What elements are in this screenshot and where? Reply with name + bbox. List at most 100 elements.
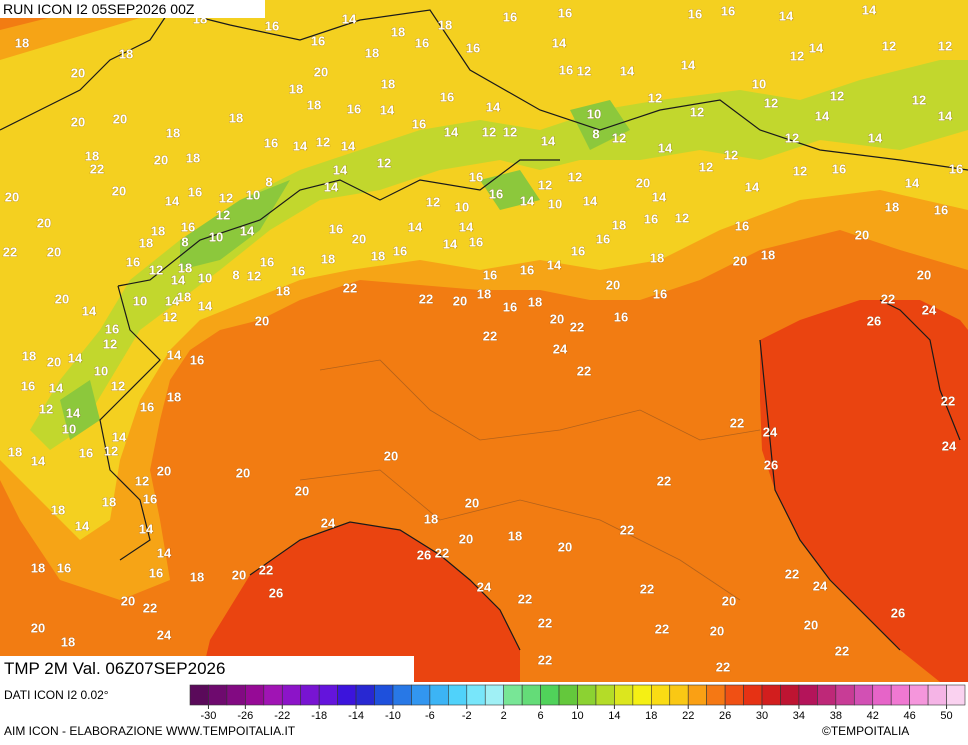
temperature-label: 22 (90, 161, 104, 176)
temperature-label: 18 (371, 248, 385, 263)
temperature-label: 16 (653, 286, 667, 301)
temperature-label: 10 (246, 187, 260, 202)
temperature-label: 20 (295, 483, 309, 498)
temperature-label: 22 (3, 244, 17, 259)
temperature-label: 12 (538, 177, 552, 192)
temperature-label: 20 (636, 175, 650, 190)
temperature-label: 12 (135, 473, 149, 488)
temperature-label: 14 (552, 35, 567, 50)
temperature-label: 16 (571, 243, 585, 258)
temperature-label: 20 (352, 231, 366, 246)
temperature-label: 14 (82, 303, 97, 318)
temperature-label: 22 (730, 415, 744, 430)
temperature-label: 16 (412, 116, 426, 131)
temperature-label: 16 (688, 6, 702, 21)
temperature-label: 20 (47, 354, 61, 369)
temperature-label: 24 (157, 627, 172, 642)
temperature-label: 14 (658, 140, 673, 155)
temperature-label: 12 (912, 92, 926, 107)
temperature-label: 18 (15, 35, 29, 50)
temperature-label: 16 (503, 9, 517, 24)
colorbar-tick-label: -22 (274, 710, 290, 722)
colorbar-swatch (669, 684, 689, 706)
colorbar-swatch (189, 684, 209, 706)
temperature-label: 18 (178, 260, 192, 275)
temperature-label: 10 (62, 421, 76, 436)
colorbar-swatch (798, 684, 818, 706)
temperature-label: 14 (547, 257, 562, 272)
colorbar-tick-label: 50 (940, 710, 952, 722)
colorbar-swatch (651, 684, 671, 706)
temperature-label: 12 (764, 95, 778, 110)
temperature-label: 16 (188, 184, 202, 199)
temperature-label: 14 (240, 223, 255, 238)
colorbar-swatch (300, 684, 320, 706)
temperature-label: 18 (166, 125, 180, 140)
data-source: DATI ICON I2 0.02° (4, 688, 109, 702)
temperature-label: 14 (520, 193, 535, 208)
temperature-label: 14 (868, 130, 883, 145)
temperature-label: 22 (538, 652, 552, 667)
temperature-label: 8 (181, 234, 188, 249)
temperature-label: 12 (830, 88, 844, 103)
temperature-label: 20 (31, 620, 45, 635)
temperature-label: 22 (785, 566, 799, 581)
temperature-label: 26 (269, 585, 283, 600)
temperature-label: 16 (469, 234, 483, 249)
temperature-label: 12 (163, 309, 177, 324)
temperature-label: 18 (528, 294, 542, 309)
temperature-label: 18 (151, 223, 165, 238)
colorbar-swatch (521, 684, 541, 706)
colorbar-tick-label: 46 (904, 710, 916, 722)
temperature-label: 14 (809, 40, 824, 55)
temperature-label: 14 (815, 108, 830, 123)
temperature-label: 20 (722, 593, 736, 608)
temperature-label: 16 (149, 565, 163, 580)
copyright: ©TEMPOITALIA (822, 724, 910, 738)
temperature-label: 20 (465, 495, 479, 510)
colorbar-swatch (263, 684, 283, 706)
temperature-label: 16 (265, 18, 279, 33)
temperature-label: 14 (165, 193, 180, 208)
temperature-label: 20 (255, 313, 269, 328)
temperature-label: 18 (885, 199, 899, 214)
temperature-label: 16 (520, 262, 534, 277)
temperature-label: 14 (112, 429, 127, 444)
temperature-label: 22 (835, 643, 849, 658)
temperature-label: 22 (435, 545, 449, 560)
colorbar-swatch (706, 684, 726, 706)
colorbar-swatch (614, 684, 634, 706)
temperature-label: 20 (606, 277, 620, 292)
temperature-label: 14 (75, 518, 90, 533)
temperature-label: 22 (577, 363, 591, 378)
temperature-label: 12 (577, 63, 591, 78)
colorbar-swatch (466, 684, 486, 706)
colorbar: -30 -26 -22 -18 -14 -10 -6 -2 2 6 10 14 18 22 26 30 34 38… (189, 684, 966, 722)
temperature-label: 10 (455, 199, 469, 214)
temperature-label: 12 (612, 130, 626, 145)
temperature-label: 24 (813, 578, 828, 593)
temperature-label: 20 (384, 448, 398, 463)
colorbar-tick-label: -2 (462, 710, 472, 722)
temperature-label: 22 (343, 280, 357, 295)
temperature-label: 24 (922, 302, 937, 317)
run-title: RUN ICON I2 05SEP2026 00Z (0, 0, 265, 18)
temperature-label: 12 (149, 262, 163, 277)
temperature-label: 20 (710, 623, 724, 638)
colorbar-swatch (429, 684, 449, 706)
colorbar-tick-label: 42 (867, 710, 879, 722)
temperature-label: 16 (291, 263, 305, 278)
colorbar-swatch (595, 684, 615, 706)
temperature-label: 18 (51, 502, 65, 517)
temperature-label: 22 (657, 473, 671, 488)
temperature-label: 12 (216, 207, 230, 222)
temperature-label: 22 (716, 659, 730, 674)
temperature-label: 18 (139, 235, 153, 250)
temperature-label: 26 (891, 605, 905, 620)
temperature-label: 22 (259, 562, 273, 577)
temperature-label: 14 (293, 138, 308, 153)
temperature-label: 18 (477, 286, 491, 301)
temperature-label: 24 (942, 438, 957, 453)
colorbar-swatch (226, 684, 246, 706)
temperature-label: 22 (143, 600, 157, 615)
